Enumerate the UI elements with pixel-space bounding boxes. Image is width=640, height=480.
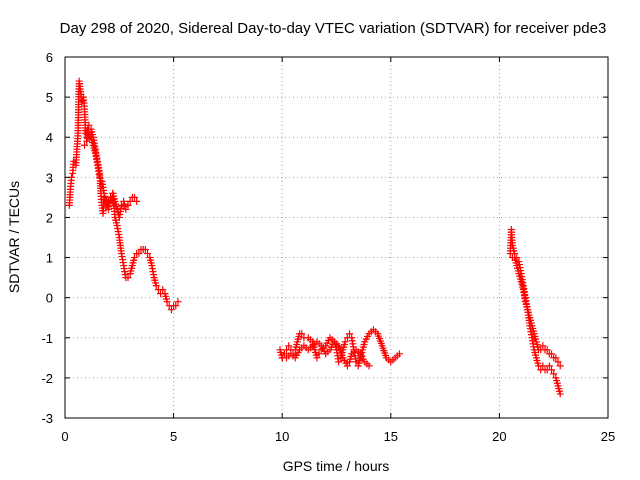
- data-point: [172, 302, 180, 310]
- data-point: [104, 197, 112, 205]
- y-tick-label: -3: [41, 411, 53, 426]
- data-point: [548, 366, 556, 374]
- data-point: [163, 298, 171, 306]
- data-point: [152, 282, 160, 290]
- y-tick-label: 0: [46, 291, 53, 306]
- y-tick-label: 6: [46, 50, 53, 65]
- data-point: [343, 362, 351, 370]
- grid-lines: [65, 57, 608, 418]
- data-point: [550, 370, 558, 378]
- data-point: [554, 358, 562, 366]
- data-point: [365, 362, 373, 370]
- data-point: [335, 358, 343, 366]
- y-tick-label: 5: [46, 90, 53, 105]
- x-tick-label: 15: [384, 429, 398, 444]
- x-tick-label: 25: [601, 429, 615, 444]
- data-point: [341, 338, 349, 346]
- axis-ticks: [64, 56, 609, 419]
- data-point: [102, 201, 110, 209]
- data-point: [298, 330, 306, 338]
- y-tick-label: 2: [46, 210, 53, 225]
- data-point: [548, 350, 556, 358]
- data-point: [556, 390, 564, 398]
- data-points: [65, 77, 564, 398]
- data-point: [280, 350, 288, 358]
- x-tick-labels: 0 5 10 15 20 25: [61, 429, 615, 444]
- data-point: [135, 250, 143, 258]
- data-point: [144, 250, 152, 258]
- data-point: [539, 362, 547, 370]
- data-point: [313, 354, 321, 362]
- data-point: [539, 342, 547, 350]
- data-point: [141, 246, 149, 254]
- data-point: [174, 298, 182, 306]
- data-point: [85, 121, 93, 129]
- data-point: [81, 141, 89, 149]
- data-point: [552, 354, 560, 362]
- y-tick-label: -1: [41, 331, 53, 346]
- data-point: [395, 350, 403, 358]
- data-point: [124, 274, 132, 282]
- data-point: [131, 193, 139, 201]
- x-tick-label: 5: [170, 429, 177, 444]
- x-tick-label: 0: [61, 429, 68, 444]
- data-point: [167, 306, 175, 314]
- data-point: [159, 286, 167, 294]
- data-point: [85, 129, 93, 137]
- y-tick-label: 3: [46, 170, 53, 185]
- y-tick-label: -2: [41, 371, 53, 386]
- data-point: [543, 346, 551, 354]
- x-tick-label: 20: [492, 429, 506, 444]
- data-point: [126, 197, 134, 205]
- data-point: [346, 330, 354, 338]
- x-tick-label: 10: [275, 429, 289, 444]
- y-axis-label: SDTVAR / TECUs: [6, 181, 22, 293]
- chart-title: Day 298 of 2020, Sidereal Day-to-day VTE…: [60, 20, 607, 37]
- data-point: [133, 197, 141, 205]
- data-point: [131, 254, 139, 262]
- y-tick-label: 4: [46, 130, 53, 145]
- y-tick-labels: -3 -2 -1 0 1 2 3 4 5 6: [41, 50, 53, 426]
- plot-frame: [64, 56, 609, 419]
- data-point: [556, 362, 564, 370]
- data-point: [122, 205, 130, 213]
- data-point: [96, 173, 104, 181]
- data-point: [315, 350, 323, 358]
- x-axis-label: GPS time / hours: [283, 458, 390, 474]
- y-tick-label: 1: [46, 251, 53, 266]
- data-point: [124, 201, 132, 209]
- data-point: [545, 362, 553, 370]
- data-point: [285, 342, 293, 350]
